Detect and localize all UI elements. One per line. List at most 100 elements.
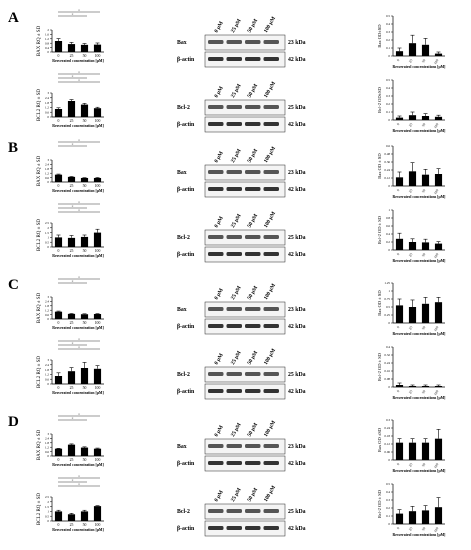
y-tick-label: 0.5 xyxy=(386,14,390,18)
y-tick-label: 0.3 xyxy=(386,498,390,502)
y-tick-label: 0.24 xyxy=(384,168,390,172)
y-tick-label: 1 xyxy=(47,236,49,240)
x-tick-label: 25 xyxy=(70,523,74,527)
bar xyxy=(395,238,404,250)
blot-band xyxy=(226,509,242,513)
kda-label: 25 kDa xyxy=(288,235,306,241)
bar xyxy=(395,305,404,323)
y-tick-label: 3 xyxy=(47,91,49,95)
y-tick-label: 0.2 xyxy=(386,506,390,510)
lane-label: 0 μM xyxy=(214,489,225,503)
panel-letter: D xyxy=(8,414,19,430)
bar xyxy=(67,176,76,182)
y-tick-label: 0.25 xyxy=(384,313,390,317)
bar xyxy=(54,511,63,521)
x-tick-label: 25 xyxy=(408,252,413,257)
bar xyxy=(54,311,63,319)
x-tick-label: 0 xyxy=(58,523,60,527)
protein-label: Bax xyxy=(177,307,187,313)
x-tick-label: 0 xyxy=(58,249,60,253)
y-axis-label: BCL2 RQ ± SD xyxy=(37,219,42,251)
blot-band xyxy=(263,235,279,239)
bar xyxy=(80,104,89,117)
x-tick-label: 50 xyxy=(83,386,87,390)
y-tick-label: 0.6 xyxy=(45,176,49,180)
x-tick-label: 50 xyxy=(421,526,426,531)
bar xyxy=(80,447,89,456)
significance-star: * xyxy=(78,138,80,142)
x-tick-label: 0 xyxy=(396,58,400,62)
blot-band xyxy=(263,372,279,376)
blot-band xyxy=(263,57,279,61)
bar xyxy=(80,236,89,247)
y-tick-label: 0 xyxy=(388,248,390,252)
blot-band xyxy=(245,307,261,311)
y-tick-label: 3 xyxy=(47,358,49,362)
y-tick-label: 0.8 xyxy=(386,216,390,220)
y-tick-label: 0.2 xyxy=(386,38,390,42)
y-tick-label: 1.2 xyxy=(45,308,49,312)
kda-label: 25 kDa xyxy=(288,372,306,378)
blot-band xyxy=(226,235,242,239)
kda-label: 42 kDa xyxy=(288,324,306,330)
blot-band xyxy=(263,170,279,174)
actin-label: β-actin xyxy=(177,252,195,258)
y-tick-label: 1 xyxy=(388,208,390,212)
x-tick-label: 0 xyxy=(396,526,400,530)
blot-band xyxy=(208,526,224,530)
kda-label: 25 kDa xyxy=(288,105,306,111)
x-axis-label: Resveratrol concentrations [μM] xyxy=(393,533,446,537)
x-tick-label: 100 xyxy=(95,119,101,123)
y-tick-label: 0 xyxy=(47,245,49,249)
bar xyxy=(80,511,89,521)
y-tick-label: 0.4 xyxy=(386,232,390,236)
y-tick-label: 2 xyxy=(47,28,49,32)
bar xyxy=(93,314,102,319)
significance-star: * xyxy=(78,8,80,12)
blot-band xyxy=(226,389,242,393)
y-tick-label: 0.5 xyxy=(45,514,49,518)
x-tick-label: 25 xyxy=(408,188,413,193)
x-tick-label: 25 xyxy=(408,526,413,531)
bar xyxy=(67,444,76,456)
bar xyxy=(54,41,63,52)
lane-label: 100 μM xyxy=(263,348,277,366)
y-tick-label: 1.2 xyxy=(45,171,49,175)
y-tick-label: 0 xyxy=(47,115,49,119)
actin-label: β-actin xyxy=(177,324,195,330)
lane-label: 0 μM xyxy=(214,85,225,99)
bar xyxy=(434,438,443,460)
x-tick-label: 50 xyxy=(83,54,87,58)
y-tick-label: 0.6 xyxy=(386,144,390,148)
y-tick-label: 0.5 xyxy=(45,240,49,244)
blot-band xyxy=(226,252,242,256)
lane-label: 25 μM xyxy=(230,18,243,34)
lane-label: 100 μM xyxy=(263,81,277,99)
y-tick-label: 0.5 xyxy=(386,482,390,486)
x-tick-label: 100 xyxy=(95,321,101,325)
lane-label: 0 μM xyxy=(214,150,225,164)
significance-star: * xyxy=(78,200,80,204)
significance-star: * xyxy=(72,12,74,16)
blot-band xyxy=(245,235,261,239)
x-tick-label: 100 xyxy=(433,462,439,469)
y-tick-label: 1.8 xyxy=(45,368,49,372)
x-tick-label: 50 xyxy=(421,389,426,394)
x-tick-label: 50 xyxy=(83,184,87,188)
blot-band xyxy=(263,187,279,191)
y-tick-label: 2.4 xyxy=(45,96,49,100)
blot-band xyxy=(208,40,224,44)
y-tick-label: 0.18 xyxy=(384,434,390,438)
x-axis-label: Resveratrol concentration [μM] xyxy=(52,326,103,330)
x-tick-label: 100 xyxy=(433,252,439,259)
x-axis-label: Resveratrol concentrations [μM] xyxy=(393,332,446,336)
lane-label: 25 μM xyxy=(230,285,243,301)
x-axis-label: Resveratrol concentrations [μM] xyxy=(393,65,446,69)
blot-band xyxy=(226,444,242,448)
x-axis-label: Resveratrol concentration [μM] xyxy=(52,463,103,467)
x-tick-label: 25 xyxy=(70,386,74,390)
bar xyxy=(421,116,430,120)
lane-label: 0 μM xyxy=(214,352,225,366)
y-tick-label: 0 xyxy=(47,454,49,458)
